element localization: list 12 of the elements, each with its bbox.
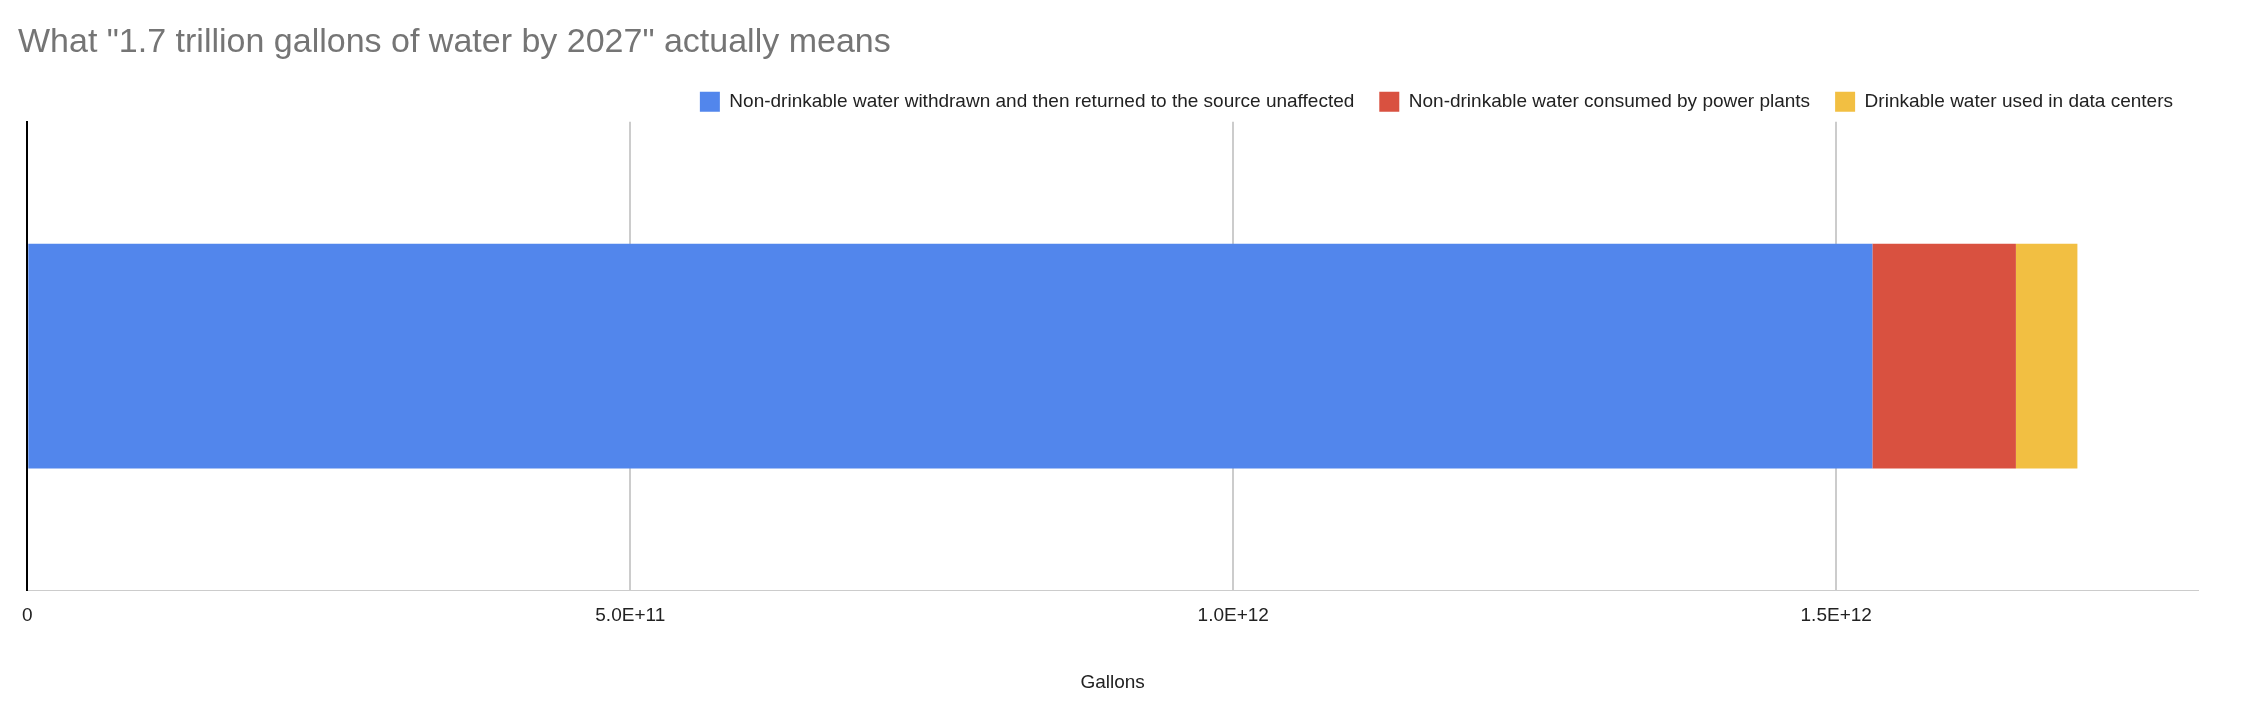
chart-title: What "1.7 trillion gallons of water by 2027" actually means: [18, 20, 891, 59]
bar: [28, 243, 1873, 469]
legend-label: Non-drinkable water consumed by power plants: [1408, 90, 1811, 112]
x-tick-label: 1.5E+12: [1800, 604, 1872, 626]
x-axis-title: Gallons: [1080, 670, 1145, 692]
x-tick-label: 0: [21, 604, 33, 626]
x-tick-label: 1.0E+12: [1197, 604, 1269, 626]
bar: [2015, 243, 2078, 469]
x-tick-label: 5.0E+11: [595, 604, 666, 626]
legend-label: Non-drinkable water withdrawn and then returned to the source unaffected: [729, 90, 1355, 112]
legend-label: Drinkable water used in data centers: [1864, 90, 2173, 112]
bar: [1872, 243, 2016, 469]
